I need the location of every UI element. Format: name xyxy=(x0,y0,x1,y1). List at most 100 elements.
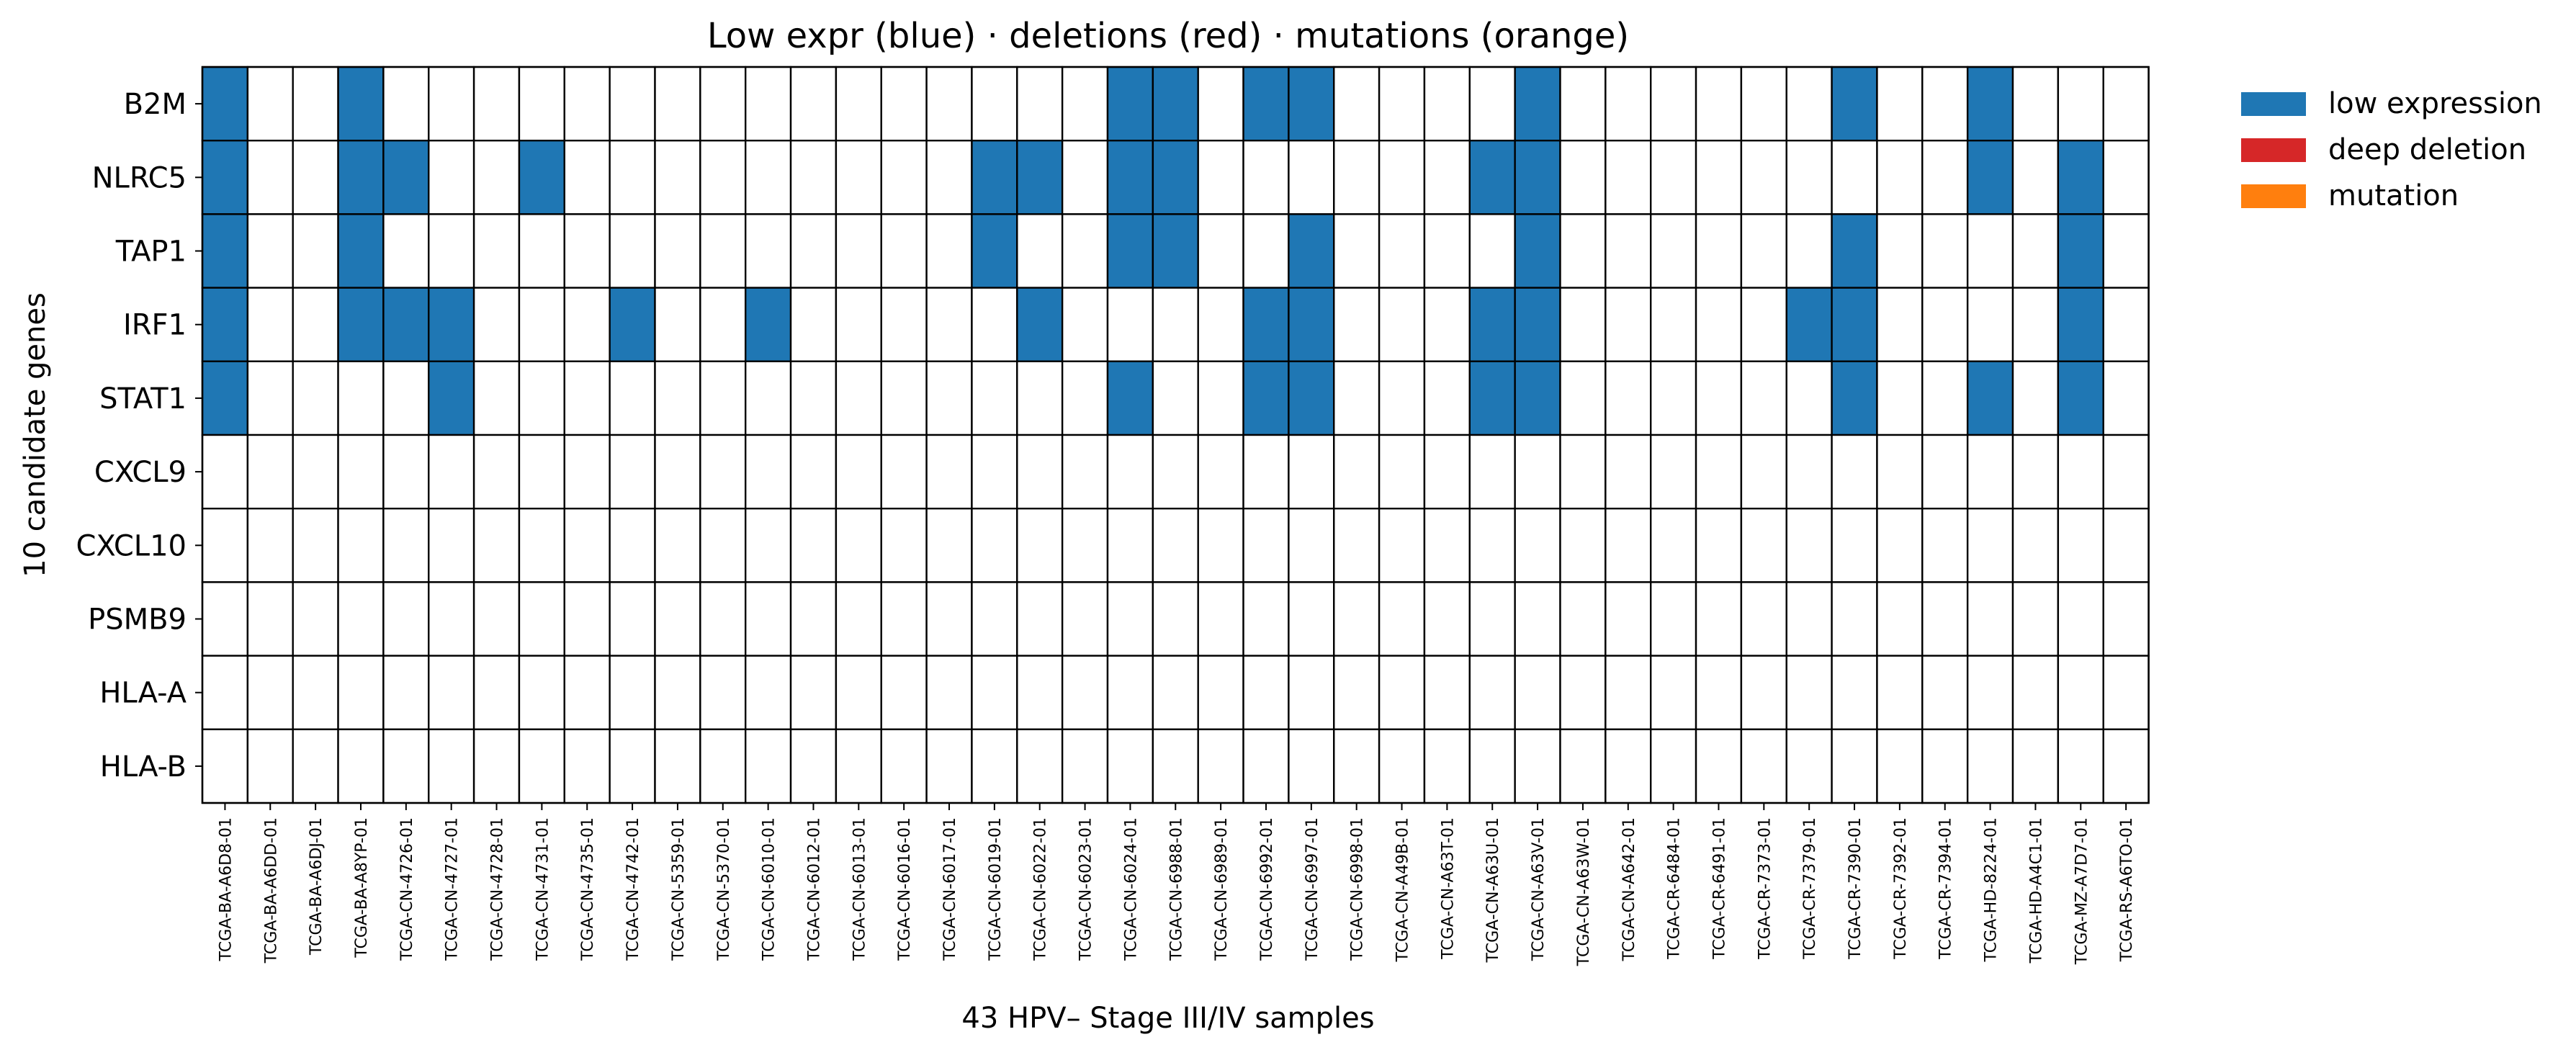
heatmap-cell xyxy=(337,213,385,289)
heatmap-cell xyxy=(337,655,385,730)
heatmap-cell xyxy=(1152,287,1199,363)
heatmap-cell xyxy=(1423,655,1471,730)
heatmap-cell xyxy=(2011,139,2060,215)
heatmap-cell xyxy=(1288,728,1335,804)
heatmap-cell xyxy=(382,213,430,289)
heatmap-cell xyxy=(382,139,430,215)
heatmap-cell xyxy=(925,139,973,215)
heatmap-cell xyxy=(2057,434,2104,510)
heatmap-cell xyxy=(609,508,656,583)
heatmap-cell xyxy=(1649,655,1697,730)
heatmap-cell xyxy=(2057,360,2104,436)
heatmap-cell xyxy=(472,66,521,142)
heatmap-cell xyxy=(1514,581,1561,657)
heatmap-cell xyxy=(1514,508,1561,583)
heatmap-cell xyxy=(1785,508,1833,583)
heatmap-cell xyxy=(1831,655,1878,730)
heatmap-cell xyxy=(1106,508,1154,583)
sample-label: TCGA-MZ-A7D7-01 xyxy=(2073,817,2091,965)
heatmap-cell xyxy=(1197,581,1244,657)
heatmap-cell xyxy=(382,581,430,657)
heatmap-cell xyxy=(1695,728,1743,804)
heatmap-cell xyxy=(382,287,430,363)
heatmap-cell xyxy=(1468,655,1516,730)
heatmap-cell xyxy=(563,508,611,583)
sample-label: TCGA-CN-6022-01 xyxy=(1032,817,1050,961)
heatmap-cell xyxy=(789,728,838,804)
heatmap-cell xyxy=(699,655,747,730)
heatmap-cell xyxy=(1288,581,1335,657)
heatmap-cell xyxy=(563,66,611,142)
heatmap-cell xyxy=(1061,655,1109,730)
heatmap-cell xyxy=(382,434,430,510)
heatmap-cell xyxy=(1061,139,1109,215)
heatmap-cell xyxy=(1559,287,1607,363)
heatmap-cell xyxy=(472,655,521,730)
heatmap-cell xyxy=(1061,213,1109,289)
heatmap-cell xyxy=(1468,728,1516,804)
heatmap-cell xyxy=(428,434,475,510)
heatmap-cell xyxy=(1378,287,1426,363)
heatmap-cell xyxy=(1514,213,1561,289)
heatmap-cell xyxy=(1649,508,1697,583)
heatmap-cell xyxy=(1785,655,1833,730)
heatmap-cell xyxy=(428,287,475,363)
sample-label: TCGA-CN-6992-01 xyxy=(1258,817,1276,961)
heatmap-cell xyxy=(1921,508,1969,583)
gene-label: CXCL10 xyxy=(76,529,187,562)
heatmap-cell xyxy=(1514,139,1561,215)
heatmap-cell xyxy=(2057,213,2104,289)
heatmap-cell xyxy=(518,213,566,289)
heatmap-cell xyxy=(1695,287,1743,363)
heatmap-cell xyxy=(1378,434,1426,510)
heatmap-cell xyxy=(1876,581,1924,657)
heatmap-cell xyxy=(2011,213,2060,289)
sample-label: TCGA-CR-6491-01 xyxy=(1710,817,1728,960)
heatmap-cell xyxy=(1921,581,1969,657)
heatmap-cell xyxy=(1966,508,2014,583)
heatmap-cell xyxy=(518,508,566,583)
heatmap-cell xyxy=(1333,213,1381,289)
heatmap-cell xyxy=(925,581,973,657)
legend-label: mutation xyxy=(2328,179,2459,212)
heatmap-cell xyxy=(1288,434,1335,510)
heatmap-cell xyxy=(1152,434,1199,510)
heatmap-cell xyxy=(2102,213,2150,289)
heatmap-cell xyxy=(609,66,656,142)
heatmap-cell xyxy=(1740,581,1787,657)
heatmap-cell xyxy=(2102,581,2150,657)
heatmap-cell xyxy=(1785,139,1833,215)
heatmap-cell xyxy=(1921,360,1969,436)
heatmap-cell xyxy=(1876,728,1924,804)
heatmap-cell xyxy=(1423,728,1471,804)
heatmap-cell xyxy=(1559,66,1607,142)
heatmap-cell xyxy=(337,360,385,436)
heatmap-cell xyxy=(428,213,475,289)
heatmap-cell xyxy=(1016,287,1064,363)
heatmap-cell xyxy=(1514,728,1561,804)
heatmap-cell xyxy=(1559,728,1607,804)
sample-label: TCGA-CN-6016-01 xyxy=(896,817,914,961)
heatmap-cell xyxy=(925,287,973,363)
heatmap-cell xyxy=(1061,728,1109,804)
heatmap-cell xyxy=(1695,508,1743,583)
heatmap-cell xyxy=(1966,66,2014,142)
sample-label: TCGA-BA-A6DD-01 xyxy=(262,817,280,964)
heatmap-cell xyxy=(1649,581,1697,657)
heatmap-cell xyxy=(337,434,385,510)
sample-label: TCGA-HD-A4C1-01 xyxy=(2027,817,2045,964)
heatmap-cell xyxy=(472,581,521,657)
heatmap-cell xyxy=(563,655,611,730)
heatmap-cell xyxy=(835,287,882,363)
gene-label: NLRC5 xyxy=(92,161,187,194)
sample-label: TCGA-BA-A8YP-01 xyxy=(353,817,371,959)
heatmap-cell xyxy=(1468,360,1516,436)
heatmap-cell xyxy=(1061,434,1109,510)
heatmap-cell xyxy=(654,139,701,215)
sample-label: TCGA-CN-A63V-01 xyxy=(1530,817,1548,961)
sample-label: TCGA-CN-4735-01 xyxy=(579,817,597,961)
heatmap-cell xyxy=(1468,213,1516,289)
legend-label: deep deletion xyxy=(2328,133,2527,166)
heatmap-cell xyxy=(1559,434,1607,510)
sample-label: TCGA-CN-6988-01 xyxy=(1167,817,1185,961)
